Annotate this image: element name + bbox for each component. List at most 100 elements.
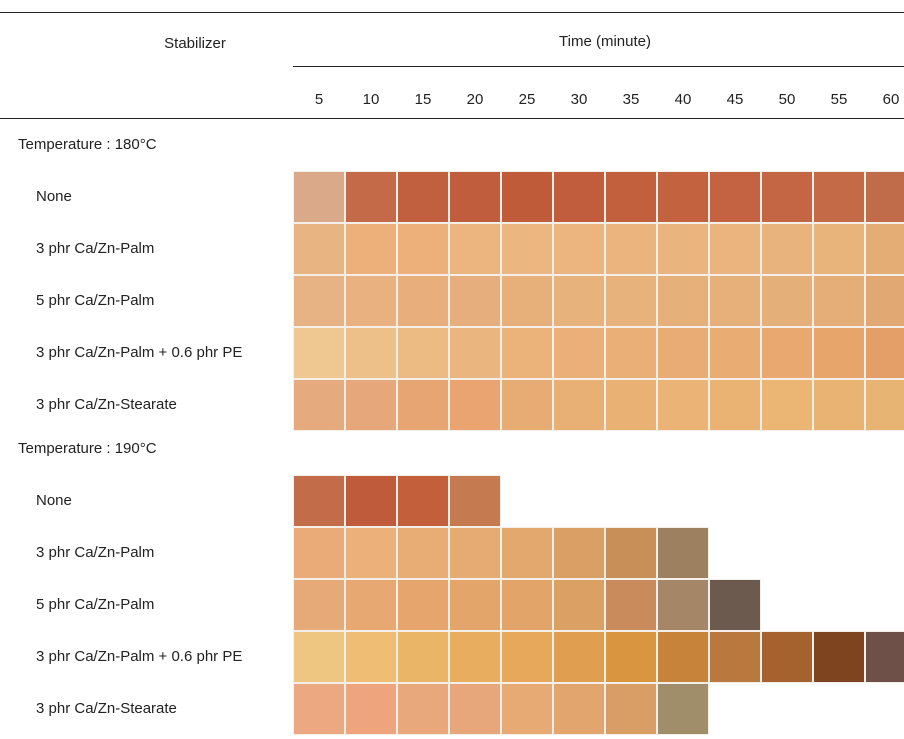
color-swatch (294, 224, 345, 275)
color-swatch (450, 380, 501, 431)
color-swatch (294, 328, 345, 379)
color-swatch (450, 224, 501, 275)
color-swatch (554, 632, 605, 683)
row-label: 3 phr Ca/Zn-Palm + 0.6 phr PE (36, 648, 242, 665)
color-swatch (554, 580, 605, 631)
color-swatch (710, 632, 761, 683)
color-swatch (658, 528, 709, 579)
color-swatch (658, 328, 709, 379)
color-swatch (398, 328, 449, 379)
time-label: 60 (883, 91, 900, 108)
color-swatch (554, 172, 605, 223)
color-swatch (502, 684, 553, 735)
color-swatch (346, 224, 397, 275)
color-swatch (502, 172, 553, 223)
color-swatch (606, 684, 657, 735)
color-swatch (450, 172, 501, 223)
color-swatch (346, 276, 397, 327)
color-swatch (710, 172, 761, 223)
time-label: 15 (415, 91, 432, 108)
color-swatch (866, 328, 904, 379)
color-swatch (502, 224, 553, 275)
color-swatch (398, 528, 449, 579)
row-label: 3 phr Ca/Zn-Palm (36, 240, 154, 257)
row-label: 3 phr Ca/Zn-Palm (36, 544, 154, 561)
color-swatch (866, 632, 904, 683)
color-swatch (658, 632, 709, 683)
color-swatch (814, 224, 865, 275)
color-swatch (294, 476, 345, 527)
color-swatch (606, 328, 657, 379)
section-label: Temperature : 190°C (18, 440, 157, 457)
color-swatch (710, 224, 761, 275)
color-swatch (606, 224, 657, 275)
color-swatch (658, 172, 709, 223)
color-swatch (814, 632, 865, 683)
stabilizer-header: Stabilizer (164, 35, 226, 52)
color-swatch (294, 580, 345, 631)
color-swatch (502, 328, 553, 379)
time-label: 40 (675, 91, 692, 108)
color-swatch (814, 172, 865, 223)
row-label: 3 phr Ca/Zn-Stearate (36, 396, 177, 413)
color-swatch (294, 684, 345, 735)
time-label: 55 (831, 91, 848, 108)
time-label: 45 (727, 91, 744, 108)
color-swatch (762, 632, 813, 683)
time-label: 5 (315, 91, 323, 108)
color-swatch (554, 684, 605, 735)
color-swatch (606, 528, 657, 579)
color-swatch (450, 632, 501, 683)
color-swatch (606, 580, 657, 631)
color-swatch (554, 328, 605, 379)
color-swatch (502, 528, 553, 579)
time-label: 25 (519, 91, 536, 108)
color-swatch (346, 328, 397, 379)
color-swatch (554, 224, 605, 275)
color-swatch (398, 224, 449, 275)
color-swatch (658, 380, 709, 431)
color-swatch (346, 380, 397, 431)
color-swatch (502, 580, 553, 631)
color-swatch (762, 172, 813, 223)
color-swatch (346, 632, 397, 683)
color-swatch (658, 276, 709, 327)
color-swatch (814, 328, 865, 379)
row-label: None (36, 188, 72, 205)
color-swatch (554, 528, 605, 579)
color-swatch (502, 276, 553, 327)
color-swatch (866, 224, 904, 275)
color-swatch (346, 580, 397, 631)
color-swatch (450, 684, 501, 735)
color-swatch (398, 684, 449, 735)
color-swatch (502, 380, 553, 431)
color-swatch (606, 632, 657, 683)
row-label: None (36, 492, 72, 509)
color-swatch (606, 276, 657, 327)
table: Stabilizer Time (minute) 510152025303540… (0, 0, 904, 739)
color-swatch (606, 172, 657, 223)
time-label: 10 (363, 91, 380, 108)
color-swatch (294, 632, 345, 683)
color-swatch (814, 276, 865, 327)
color-swatch (398, 380, 449, 431)
row-label: 3 phr Ca/Zn-Palm + 0.6 phr PE (36, 344, 242, 361)
section-label: Temperature : 180°C (18, 136, 157, 153)
color-swatch (398, 276, 449, 327)
color-swatch (658, 684, 709, 735)
color-swatch (814, 380, 865, 431)
color-swatch (346, 684, 397, 735)
color-swatch (658, 224, 709, 275)
color-swatch (866, 380, 904, 431)
color-swatch (710, 380, 761, 431)
color-swatch (294, 276, 345, 327)
color-swatch (762, 276, 813, 327)
color-swatch (398, 580, 449, 631)
color-swatch (450, 276, 501, 327)
color-swatch (710, 328, 761, 379)
color-swatch (710, 276, 761, 327)
row-label: 5 phr Ca/Zn-Palm (36, 292, 154, 309)
color-swatch (762, 224, 813, 275)
color-swatch (866, 172, 904, 223)
color-swatch (762, 328, 813, 379)
